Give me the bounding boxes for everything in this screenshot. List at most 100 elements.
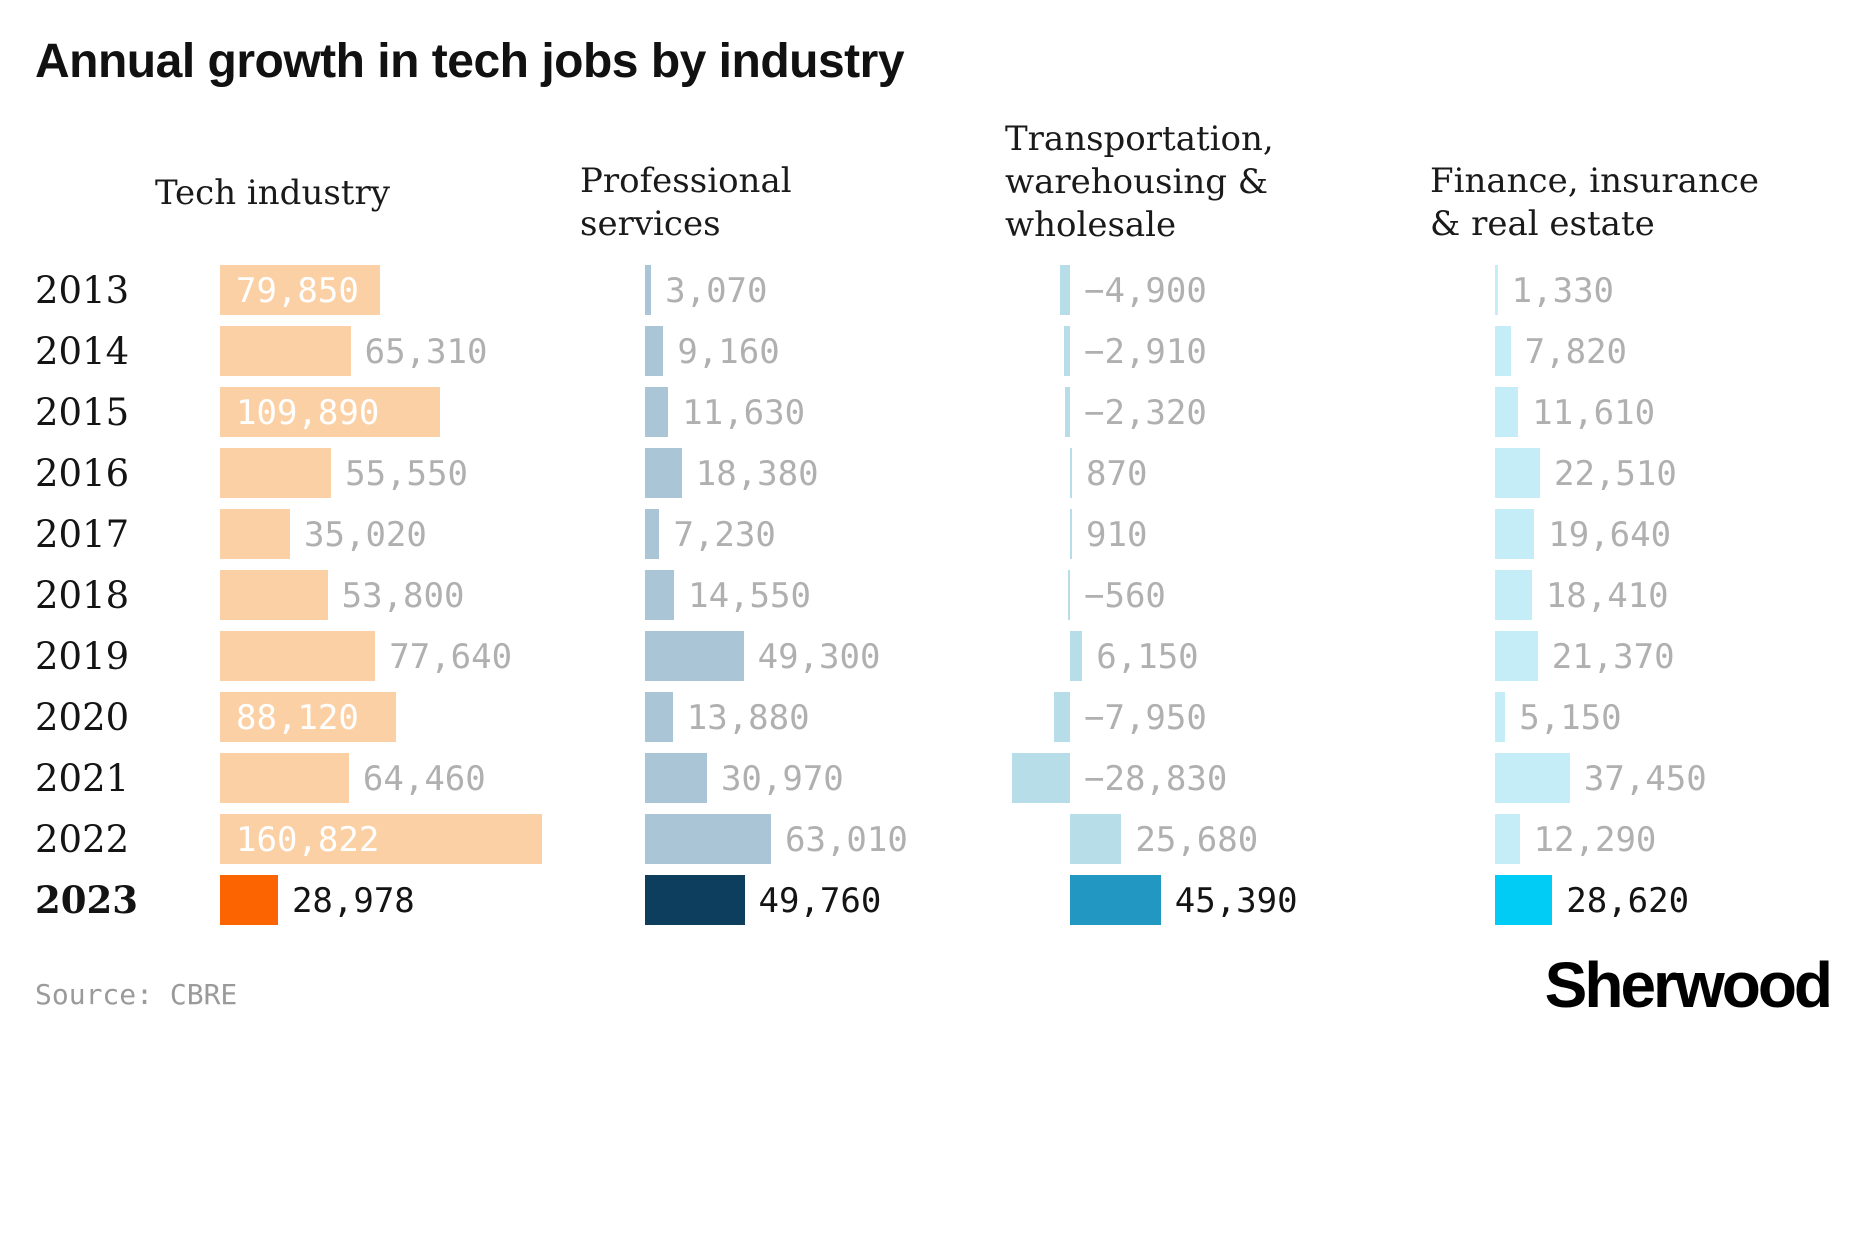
bar-cell: 3,070 [580,260,1000,321]
year-label: 2022 [35,818,130,861]
bar [220,753,349,803]
bar-cell: 160,822 [155,809,575,870]
bar-cell: 6,150 [1005,626,1425,687]
bar [1068,570,1070,620]
bar-cell: 45,390 [1005,870,1425,931]
bar [645,875,745,925]
bar [220,509,291,559]
year-label: 2017 [35,513,130,556]
bar-value-label: 11,610 [1532,393,1656,433]
chart-row: 2021 64,460 30,970 −28,830 37,450 [0,748,1860,809]
bar-value-label: 65,310 [364,332,488,372]
sherwood-logo: Sherwood [1544,949,1833,1021]
bar-cell: 49,300 [580,626,1000,687]
bar [645,387,669,437]
bar [220,570,328,620]
bar-cell: −28,830 [1005,748,1425,809]
bar [1495,753,1570,803]
bar [1064,326,1070,376]
chart-row: 2014 65,310 9,160 −2,910 7,820 [0,321,1860,382]
bar-cell: 64,460 [155,748,575,809]
bar [645,326,664,376]
bar-cell: 22,510 [1430,443,1850,504]
bar-cell: −4,900 [1005,260,1425,321]
bar-value-label: 870 [1086,454,1148,494]
bar-value-label: 64,460 [362,759,486,799]
bar [1495,814,1520,864]
year-label: 2023 [35,878,138,922]
bar-value-label: 28,620 [1566,881,1690,921]
bar [1495,631,1538,681]
bar-value-label: −560 [1084,576,1166,616]
bar [220,814,542,864]
bar-cell: 12,290 [1430,809,1850,870]
bar [1495,570,1532,620]
bar [1065,387,1070,437]
bar [645,631,744,681]
bar [1070,631,1083,681]
chart-area: 2013 79,850 3,070 −4,900 1,330 2014 65,310 9,16… [0,260,1860,960]
bar-cell: 7,820 [1430,321,1850,382]
year-label: 2015 [35,391,130,434]
bar [220,875,278,925]
bar-cell: 28,978 [155,870,575,931]
bar-value-label: 14,550 [688,576,811,616]
chart-row: 2022 160,822 63,010 25,680 12,290 [0,809,1860,870]
bar-value-label: −4,900 [1084,271,1207,311]
bar-cell: 18,410 [1430,565,1850,626]
bar-cell: 28,620 [1430,870,1850,931]
bar-cell: 13,880 [580,687,1000,748]
bar-cell: 7,230 [580,504,1000,565]
bar-value-label: 35,020 [304,515,427,555]
bar-cell: 21,370 [1430,626,1850,687]
year-label: 2019 [35,635,130,678]
bar-cell: 49,760 [580,870,1000,931]
chart-row: 2017 35,020 7,230 910 19,640 [0,504,1860,565]
bar-cell: 53,800 [155,565,575,626]
source-note: Source: CBRE [35,978,238,1011]
bar [1012,753,1070,803]
bar-value-label: 79,850 [236,271,359,311]
bar-value-label: 11,630 [682,393,806,433]
chart-row: 2018 53,800 14,550 −560 18,410 [0,565,1860,626]
bar-cell: 88,120 [155,687,575,748]
bar [1495,448,1541,498]
bar-cell: 19,640 [1430,504,1850,565]
bar-cell: 9,160 [580,321,1000,382]
bar-value-label: 18,380 [695,454,819,494]
bar-cell: −7,950 [1005,687,1425,748]
bar [1495,509,1535,559]
bar-value-label: 109,890 [236,393,380,433]
bar [1070,875,1161,925]
bar [220,448,332,498]
bar-value-label: 30,970 [720,759,844,799]
bar [645,753,707,803]
bar-value-label: 45,390 [1174,881,1298,921]
bar [1495,326,1511,376]
bar [220,692,397,742]
bar-value-label: 9,160 [677,332,780,372]
bar-cell: 5,150 [1430,687,1850,748]
bar-cell: 1,330 [1430,260,1850,321]
bar-value-label: 22,510 [1554,454,1677,494]
bar [1070,814,1122,864]
bar-cell: 30,970 [580,748,1000,809]
bar-cell: 63,010 [580,809,1000,870]
bar [1054,692,1070,742]
bar-cell: 35,020 [155,504,575,565]
bar-value-label: 12,290 [1533,820,1657,860]
bar-cell: 77,640 [155,626,575,687]
column-header-transportation-warehousing-wholesale: Transportation, warehousing & wholesale [1005,119,1274,245]
bar [220,631,376,681]
bar-value-label: 3,070 [665,271,768,311]
bar-value-label: 910 [1086,515,1148,555]
bar-value-label: 63,010 [785,820,908,860]
bar [1495,265,1498,315]
year-label: 2016 [35,452,130,495]
bar-cell: 109,890 [155,382,575,443]
column-header-professional-services: Professional services [580,161,792,244]
bar [645,570,675,620]
year-label: 2021 [35,757,130,800]
bar-cell: 870 [1005,443,1425,504]
bar-cell: 65,310 [155,321,575,382]
